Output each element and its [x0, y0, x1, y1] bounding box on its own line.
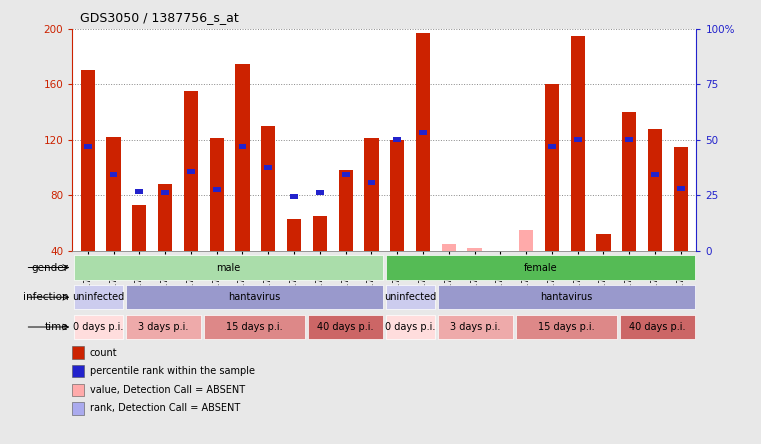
Bar: [184, 91, 198, 251]
Text: 15 days p.i.: 15 days p.i.: [538, 322, 594, 332]
Bar: [339, 170, 352, 251]
Text: infection: infection: [23, 292, 68, 302]
Bar: [620, 315, 695, 339]
Bar: [600, 265, 607, 270]
Bar: [648, 129, 662, 251]
Bar: [386, 285, 435, 309]
Text: GDS3050 / 1387756_s_at: GDS3050 / 1387756_s_at: [80, 12, 239, 24]
Bar: [110, 172, 117, 177]
Text: 0 days p.i.: 0 days p.i.: [385, 322, 435, 332]
Text: female: female: [524, 262, 557, 273]
Bar: [467, 248, 482, 251]
Bar: [308, 315, 383, 339]
Bar: [445, 279, 453, 284]
Bar: [438, 315, 513, 339]
Bar: [438, 285, 695, 309]
Bar: [132, 205, 146, 251]
Bar: [126, 285, 383, 309]
Text: hantavirus: hantavirus: [540, 292, 592, 302]
Bar: [264, 165, 272, 170]
Bar: [287, 219, 301, 251]
Bar: [74, 255, 383, 280]
Bar: [441, 244, 456, 251]
Bar: [313, 216, 327, 251]
Bar: [673, 147, 688, 251]
Bar: [516, 315, 616, 339]
Bar: [126, 315, 201, 339]
Bar: [545, 84, 559, 251]
Bar: [519, 230, 533, 251]
Bar: [677, 186, 685, 191]
Text: uninfected: uninfected: [384, 292, 436, 302]
Bar: [316, 190, 323, 195]
Bar: [158, 184, 172, 251]
Bar: [496, 274, 505, 278]
Text: gender: gender: [31, 262, 68, 273]
Bar: [81, 71, 95, 251]
Bar: [342, 172, 349, 177]
Bar: [597, 234, 610, 251]
Text: male: male: [216, 262, 240, 273]
Text: value, Detection Call = ABSENT: value, Detection Call = ABSENT: [90, 385, 245, 395]
Bar: [204, 315, 304, 339]
Bar: [626, 137, 633, 142]
Bar: [651, 172, 659, 177]
Bar: [261, 126, 275, 251]
Text: 40 days p.i.: 40 days p.i.: [317, 322, 374, 332]
Text: 0 days p.i.: 0 days p.i.: [73, 322, 123, 332]
Text: hantavirus: hantavirus: [228, 292, 280, 302]
Bar: [290, 194, 298, 199]
Bar: [419, 131, 427, 135]
Bar: [365, 139, 378, 251]
Bar: [239, 144, 247, 149]
Bar: [74, 315, 123, 339]
Text: 3 days p.i.: 3 days p.i.: [138, 322, 189, 332]
Text: rank, Detection Call = ABSENT: rank, Detection Call = ABSENT: [90, 404, 240, 413]
Bar: [571, 36, 584, 251]
Bar: [84, 144, 91, 149]
Text: time: time: [45, 322, 68, 332]
Bar: [235, 63, 250, 251]
Bar: [622, 112, 636, 251]
Bar: [390, 140, 404, 251]
Bar: [386, 255, 695, 280]
Bar: [135, 189, 143, 194]
Bar: [187, 169, 195, 174]
Bar: [416, 33, 430, 251]
Bar: [386, 315, 435, 339]
Bar: [213, 187, 221, 192]
Text: 3 days p.i.: 3 days p.i.: [450, 322, 501, 332]
Text: uninfected: uninfected: [72, 292, 124, 302]
Bar: [107, 137, 121, 251]
Text: 40 days p.i.: 40 days p.i.: [629, 322, 686, 332]
Bar: [209, 139, 224, 251]
Bar: [393, 137, 401, 142]
Bar: [548, 144, 556, 149]
Bar: [470, 269, 479, 274]
Bar: [161, 190, 169, 195]
Text: 15 days p.i.: 15 days p.i.: [226, 322, 282, 332]
Bar: [368, 180, 375, 185]
Text: count: count: [90, 348, 117, 357]
Bar: [574, 137, 581, 142]
Bar: [522, 276, 530, 281]
Text: percentile rank within the sample: percentile rank within the sample: [90, 366, 255, 376]
Bar: [74, 285, 123, 309]
